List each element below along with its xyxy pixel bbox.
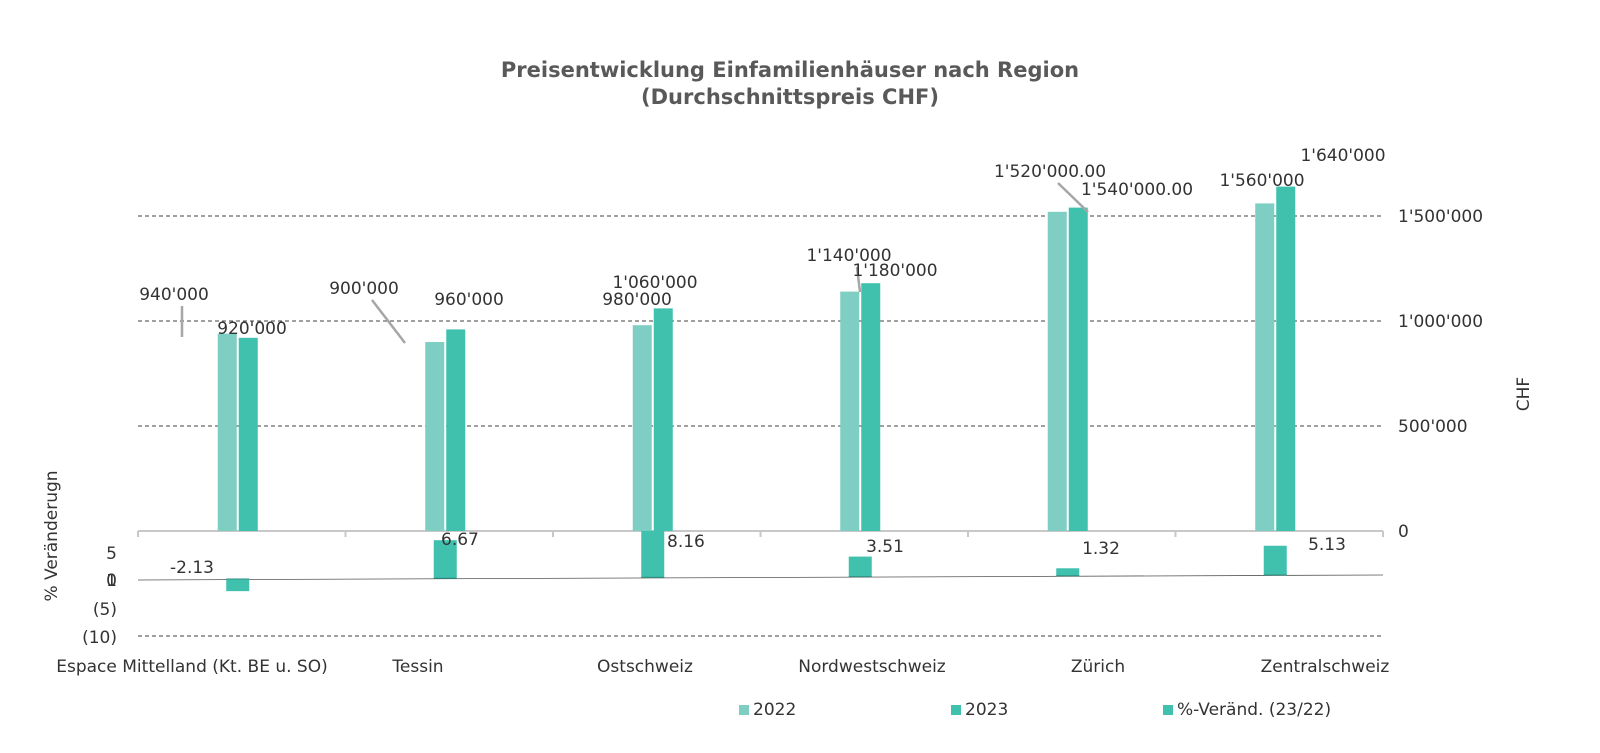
data-label-2022-ostschweiz: 980'000 xyxy=(602,290,672,310)
bar-2023-espace-mittelland-kt-be-u-so xyxy=(238,337,258,531)
bar-2022-nordwestschweiz xyxy=(840,291,860,531)
change-tick-label: (5) xyxy=(93,600,117,620)
category-label-tessin: Tessin xyxy=(391,657,443,677)
change-bar-ostschweiz xyxy=(641,530,665,578)
change-tick-label: 1 xyxy=(106,571,117,591)
price-tick-label: 1'000'000 xyxy=(1398,312,1483,332)
category-label-nordwestschweiz: Nordwestschweiz xyxy=(798,657,946,677)
price-tick-label: 1'500'000 xyxy=(1398,207,1483,227)
change-axis-title: % Veränderugn xyxy=(42,470,62,601)
data-label-2022-tessin: 900'000 xyxy=(329,279,399,299)
change-bar-tessin xyxy=(433,540,457,579)
data-label-2023-ostschweiz: 1'060'000 xyxy=(612,273,697,293)
bar-2023-zentralschweiz xyxy=(1276,186,1296,531)
data-label-2023-tessin: 960'000 xyxy=(434,290,504,310)
legend: 2022 2023 %-Veränd. (23/22) xyxy=(739,700,1331,720)
change-label-nordwestschweiz: 3.51 xyxy=(866,537,904,557)
chart-subtitle: (Durchschnittspreis CHF) xyxy=(641,85,939,109)
legend-label-change: %-Veränd. (23/22) xyxy=(1177,700,1331,720)
bar-2023-tessin xyxy=(446,329,466,531)
price-axis-title: CHF xyxy=(1514,377,1534,411)
chart-title: Preisentwicklung Einfamilienhäuser nach … xyxy=(501,58,1079,82)
data-label-2023-nordwestschweiz: 1'180'000 xyxy=(852,261,937,281)
bar-2023-nordwestschweiz xyxy=(861,283,881,531)
bar-2022-ostschweiz xyxy=(632,325,652,531)
bar-2022-tessin xyxy=(425,342,445,531)
category-label-z-rich: Zürich xyxy=(1071,657,1125,677)
change-label-zentralschweiz: 5.13 xyxy=(1308,535,1346,555)
price-tick-label: 500'000 xyxy=(1398,417,1468,437)
change-bar-z-rich xyxy=(1056,568,1080,576)
change-bar-zentralschweiz xyxy=(1263,545,1287,575)
legend-swatch-change xyxy=(1163,705,1173,715)
change-label-espace-mittelland-kt-be-u-so: -2.13 xyxy=(170,558,214,578)
data-label-2023-zentralschweiz: 1'640'000 xyxy=(1300,146,1385,166)
price-tick-label: 0 xyxy=(1398,522,1409,542)
data-label-2022-nordwestschweiz: 1'140'000 xyxy=(806,246,891,266)
data-label-2023-z-rich: 1'540'000.00 xyxy=(1081,180,1193,200)
change-tick-label: (10) xyxy=(82,628,117,648)
change-bar-nordwestschweiz xyxy=(848,556,872,577)
data-label-2022-zentralschweiz: 1'560'000 xyxy=(1219,171,1304,191)
data-label-2022-z-rich: 1'520'000.00 xyxy=(994,162,1106,182)
leader-line xyxy=(1057,182,1089,213)
legend-swatch-2022 xyxy=(739,705,749,715)
legend-label-2022: 2022 xyxy=(753,700,796,720)
bar-2022-zentralschweiz xyxy=(1255,203,1275,531)
bar-2023-z-rich xyxy=(1068,207,1088,531)
category-label-ostschweiz: Ostschweiz xyxy=(597,657,693,677)
legend-swatch-2023 xyxy=(951,705,961,715)
change-tick-label: 0 xyxy=(106,571,117,591)
bar-2023-ostschweiz xyxy=(653,308,673,531)
data-label-2022-espace-mittelland-kt-be-u-so: 940'000 xyxy=(139,285,209,305)
change-tick-label: 5 xyxy=(106,544,117,564)
legend-label-2023: 2023 xyxy=(965,700,1008,720)
bar-2022-espace-mittelland-kt-be-u-so xyxy=(217,333,237,531)
leader-line xyxy=(855,266,862,293)
change-bar-espace-mittelland-kt-be-u-so xyxy=(226,579,250,592)
change-zero-line xyxy=(137,574,1384,581)
category-label-zentralschweiz: Zentralschweiz xyxy=(1261,657,1390,677)
category-label-espace-mittelland-kt-be-u-so: Espace Mittelland (Kt. BE u. SO) xyxy=(56,657,327,677)
change-label-tessin: 6.67 xyxy=(441,530,479,550)
bar-2022-z-rich xyxy=(1047,211,1067,532)
change-label-z-rich: 1.32 xyxy=(1082,539,1120,559)
leader-line xyxy=(371,299,406,344)
data-label-2023-espace-mittelland-kt-be-u-so: 920'000 xyxy=(217,319,287,339)
change-label-ostschweiz: 8.16 xyxy=(667,532,705,552)
